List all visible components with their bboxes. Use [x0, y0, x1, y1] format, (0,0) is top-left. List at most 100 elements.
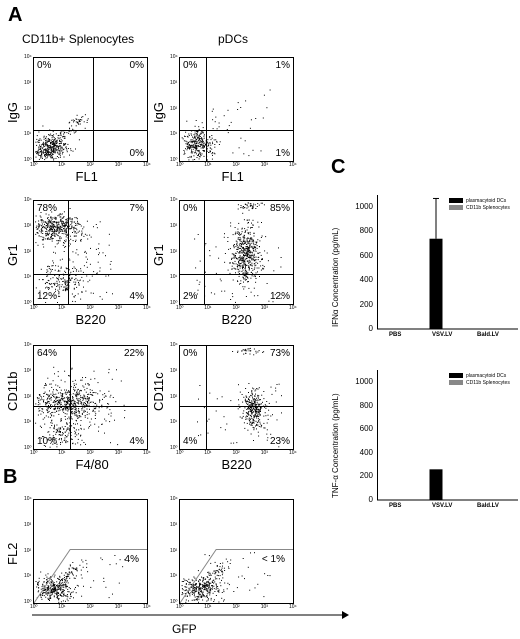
x-tick-label: 10¹: [204, 305, 212, 311]
quadrant-percent-bl: 4%: [183, 436, 198, 447]
x-tick-label: 10²: [232, 162, 240, 168]
legend-swatch: [449, 373, 463, 379]
y-tick-label: 10²: [170, 393, 178, 400]
quadrant-percent-br: 0%: [129, 148, 144, 159]
quadrant-percent-br: 4%: [124, 554, 139, 565]
bar: [429, 238, 443, 329]
quadrant-percent-tl: 0%: [183, 60, 198, 71]
dot-cloud: [181, 89, 271, 161]
panel-label-a: A: [8, 4, 23, 26]
x-tick-label: 10⁰: [30, 305, 38, 311]
quadrant-line-horizontal: [180, 274, 293, 276]
x-tick-label: 10¹: [204, 450, 212, 456]
x-axis-label: F4/80: [75, 457, 109, 472]
x-tick-label: 10³: [260, 604, 268, 610]
x-tick-label: 10²: [86, 450, 94, 456]
category-label: PBS: [389, 503, 402, 509]
quadrant-percent-bl: 0%: [37, 148, 52, 159]
legend-label: CD11b Splenocytes: [466, 380, 510, 386]
category-label: VSV.LV: [432, 332, 453, 338]
x-axis-label: B220: [75, 312, 106, 327]
x-axis-label: FL1: [75, 169, 98, 184]
y-tick-label: 10²: [24, 105, 32, 112]
quadrant-percent-bl: 2%: [183, 291, 198, 302]
x-tick-label: 10¹: [58, 450, 66, 456]
legend-swatch: [449, 198, 463, 204]
y-tick-label: 10²: [24, 248, 32, 255]
x-axis-label: FL1: [221, 169, 244, 184]
x-tick-label: 10³: [114, 305, 122, 311]
quadrant-percent-br: 23%: [269, 436, 290, 447]
flow-plot-l3: 64% 22% 4% 10%: [33, 345, 148, 450]
quadrant-percent-br: 4%: [129, 291, 144, 302]
flow-plot-r2: 0% 85% 12% 2%: [179, 200, 294, 305]
legend-entry: plasmacytoid DCs: [449, 373, 506, 379]
x-tick-label: 10³: [114, 450, 122, 456]
quadrant-line-vertical: [205, 346, 207, 449]
quadrant-percent-bl: 10%: [37, 436, 58, 447]
flow-plot-l1: 0% 0% 0% 0%: [33, 57, 148, 162]
y-tick-label: 10¹: [24, 419, 32, 426]
x-tick-label: 10²: [232, 450, 240, 456]
y-axis-label: TNF-α Concentration (pg/mL): [331, 393, 340, 498]
flow-plot-r4: < 1%: [179, 499, 294, 604]
y-tick-label: 600: [359, 250, 373, 260]
y-tick-label: 400: [359, 275, 373, 285]
quadrant-percent-br: 1%: [275, 148, 290, 159]
gfp-arrow: [32, 611, 349, 619]
column-title-right: pDCs: [218, 32, 249, 46]
quadrant-percent-tr: 85%: [269, 203, 290, 214]
gate-line: [34, 548, 147, 603]
y-tick-label: 10³: [170, 521, 178, 528]
x-tick-label: 10¹: [204, 162, 212, 168]
y-axis-label: IFNα Concentration (pg/mL): [331, 227, 340, 327]
y-tick-label: 10⁴: [170, 54, 178, 60]
y-tick-label: 10³: [170, 367, 178, 374]
quadrant-percent-tr: 73%: [269, 348, 290, 359]
y-tick-label: 10¹: [24, 131, 32, 138]
x-tick-label: 10⁰: [30, 604, 38, 610]
y-tick-label: 10³: [24, 79, 32, 86]
axis-line: [377, 195, 518, 330]
quadrant-line-vertical: [70, 346, 72, 449]
category-label: VSV.LV: [432, 503, 453, 509]
y-tick-label: 10¹: [170, 131, 178, 138]
dot-cloud: [35, 114, 89, 161]
axis-line: [377, 370, 518, 501]
y-tick-label: 10²: [24, 547, 32, 554]
column-title-left: CD11b+ Splenocytes: [22, 32, 135, 46]
quadrant-line-horizontal: [34, 405, 147, 407]
category-label: Bald.LV: [477, 332, 499, 338]
quadrant-percent-tr: 1%: [275, 60, 290, 71]
legend-label: CD11b Splenocytes: [466, 205, 510, 211]
x-tick-label: 10⁴: [143, 162, 151, 168]
quadrant-percent-br: 12%: [269, 291, 290, 302]
y-tick-label: 0: [368, 495, 373, 504]
y-tick-label: 10¹: [24, 274, 32, 281]
x-tick-label: 10²: [86, 305, 94, 311]
x-tick-label: 10¹: [204, 604, 212, 610]
quadrant-line-horizontal: [180, 405, 293, 407]
y-tick-label: 800: [359, 400, 373, 410]
legend-label: plasmacytoid DCs: [466, 198, 507, 204]
x-tick-label: 10⁴: [289, 305, 297, 311]
quadrant-line-vertical: [92, 58, 94, 161]
y-axis-label: CD11b: [5, 370, 20, 411]
y-tick-label: 10⁴: [170, 342, 178, 348]
y-axis-label: Gr1: [151, 243, 166, 266]
y-axis-label: IgG: [151, 101, 166, 123]
x-tick-label: 10⁰: [176, 450, 184, 456]
y-tick-label: 10⁰: [170, 300, 178, 306]
panel-label-b: B: [3, 466, 18, 488]
y-axis-label: Gr1: [5, 243, 20, 266]
flow-plot-l4: 4%: [33, 499, 148, 604]
y-tick-label: 10²: [170, 547, 178, 554]
x-axis-label: B220: [221, 457, 252, 472]
quadrant-percent-tl: 0%: [37, 60, 52, 71]
category-label: Bald.LV: [477, 503, 499, 509]
x-tick-label: 10²: [232, 305, 240, 311]
y-tick-label: 1000: [355, 202, 373, 211]
x-tick-label: 10⁰: [176, 604, 184, 610]
y-tick-label: 10³: [24, 521, 32, 528]
bar-chart-2: [377, 370, 518, 501]
